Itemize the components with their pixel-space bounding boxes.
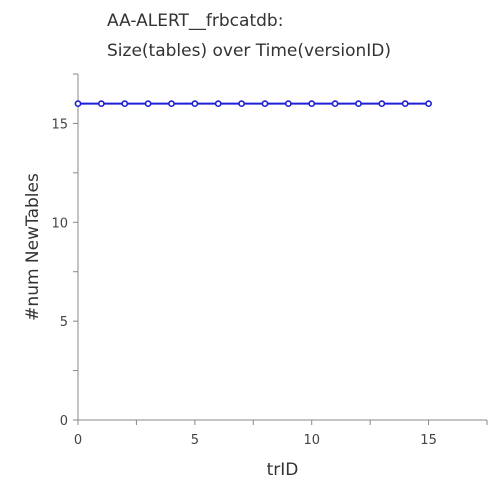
data-point <box>425 100 432 108</box>
data-point <box>168 100 175 108</box>
data-point <box>191 100 199 108</box>
data-point <box>401 100 409 108</box>
y-tick-label: 15 <box>51 117 68 132</box>
data-point <box>308 100 316 108</box>
data-point <box>238 100 245 108</box>
y-axis-ticks: 0 5 10 15 <box>51 73 78 429</box>
data-point <box>121 100 129 108</box>
x-tick-label: 0 <box>74 433 82 448</box>
x-tick-label: 15 <box>420 433 437 448</box>
chart-title-line-2: Size(tables) over Time(versionID) <box>107 41 391 61</box>
series-layer <box>74 100 432 108</box>
data-point <box>74 100 82 108</box>
x-tick-label: 10 <box>303 433 320 448</box>
y-tick-label: 10 <box>51 216 68 231</box>
data-point <box>284 100 292 108</box>
data-point <box>261 100 269 108</box>
data-point <box>214 100 222 108</box>
data-point <box>355 100 362 108</box>
x-axis-title: trID <box>267 460 299 480</box>
x-axis-ticks: 0 5 10 15 <box>74 420 488 448</box>
data-point <box>378 100 386 108</box>
y-axis-title: #num NewTables <box>23 173 43 321</box>
data-point <box>144 100 152 108</box>
x-tick-label: 5 <box>191 433 199 448</box>
chart-title-line-1: AA-ALERT__frbcatdb: <box>107 11 283 31</box>
data-point <box>331 100 339 108</box>
y-tick-label: 0 <box>60 414 68 429</box>
y-tick-label: 5 <box>60 315 68 330</box>
data-point <box>97 100 105 108</box>
